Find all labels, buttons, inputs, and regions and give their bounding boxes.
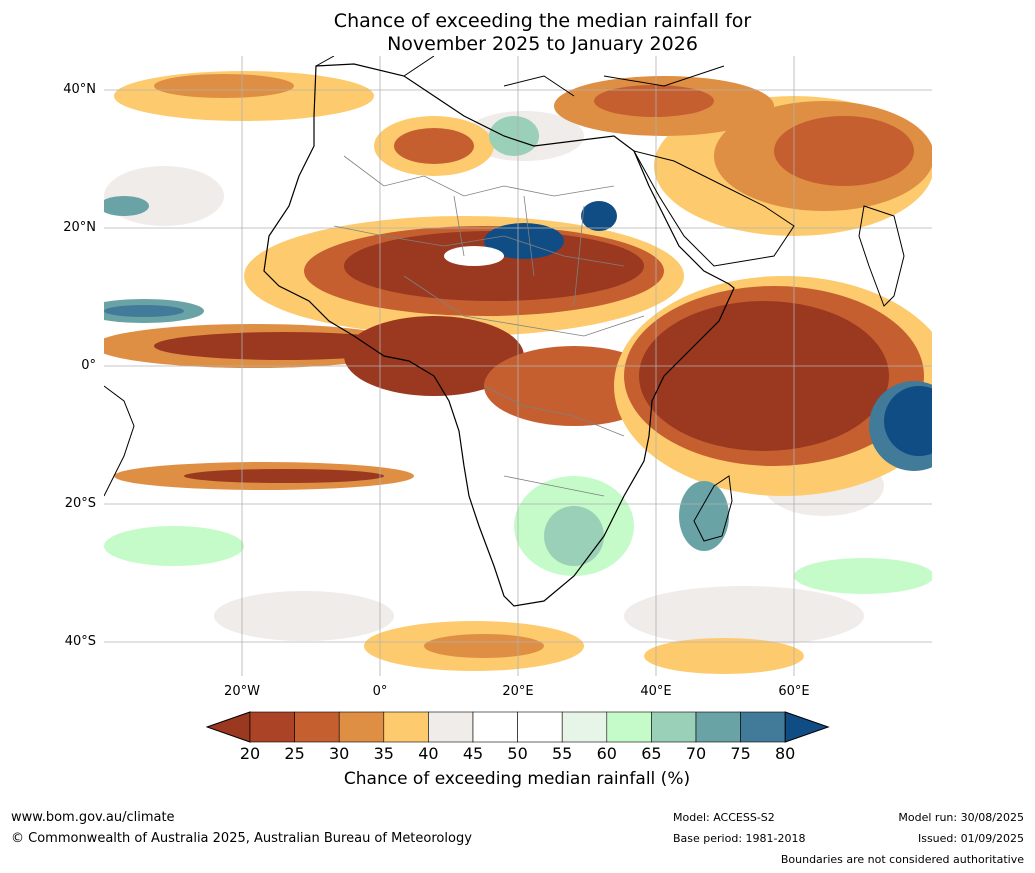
colorbar-legend	[206, 711, 830, 743]
colorbar-tick-label: 50	[507, 744, 528, 763]
footer-disclaimer: Boundaries are not considered authoritat…	[780, 853, 1024, 866]
title-line-2: November 2025 to January 2026	[387, 33, 698, 55]
colorbar-tick-label: 70	[685, 744, 707, 763]
rainfall-map-svg	[104, 56, 932, 676]
lon-label-40e: 40°E	[640, 684, 672, 699]
colorbar-swatch	[383, 711, 429, 743]
colorbar-tick-label: 30	[329, 744, 350, 763]
footer-model-run: Model run: 30/08/2025	[898, 811, 1024, 824]
colorbar-swatch	[249, 711, 295, 743]
colorbar-swatch	[472, 711, 518, 743]
colorbar-swatch	[517, 711, 563, 743]
lat-label-40n: 40°N	[63, 82, 96, 97]
colorbar-extend-low	[206, 711, 251, 743]
colorbar-tick-label: 80	[775, 744, 796, 763]
lat-label-40s: 40°S	[64, 634, 96, 649]
footer-issued: Issued: 01/09/2025	[917, 832, 1024, 845]
footer-website: www.bom.gov.au/climate	[11, 810, 175, 825]
colorbar-tick-label: 45	[462, 744, 484, 763]
lat-label-0: 0°	[81, 358, 96, 373]
title-line-1: Chance of exceeding the median rainfall …	[333, 10, 752, 32]
footer-model: Model: ACCESS-S2	[673, 811, 775, 824]
colorbar-extend-high	[784, 711, 830, 743]
footer-base-period: Base period: 1981-2018	[673, 832, 806, 845]
colorbar-swatch	[606, 711, 652, 743]
colorbar-title: Chance of exceeding median rainfall (%)	[343, 769, 691, 789]
colorbar-tick-label: 35	[373, 744, 394, 763]
colorbar-tick-label: 75	[730, 744, 751, 763]
colorbar-swatch	[428, 711, 474, 743]
lat-label-20n: 20°N	[63, 220, 96, 235]
lon-label-60e: 60°E	[778, 684, 810, 699]
rainfall-map	[104, 56, 932, 676]
map-title: Chance of exceeding the median rainfall …	[0, 10, 1035, 56]
colorbar-swatch	[294, 711, 340, 743]
colorbar-swatch	[561, 711, 608, 743]
footer-copyright: © Commonwealth of Australia 2025, Austra…	[11, 831, 472, 846]
colorbar-swatch	[740, 711, 786, 743]
colorbar-tick-label: 60	[596, 744, 617, 763]
lon-label-20e: 20°E	[502, 684, 534, 699]
colorbar-swatch	[695, 711, 741, 743]
colorbar-tick-label: 20	[239, 744, 261, 763]
colorbar-swatch	[651, 711, 697, 743]
colorbar-tick-label: 40	[418, 744, 439, 763]
colorbar-tick-label: 25	[284, 744, 305, 763]
lon-label-20w: 20°W	[224, 684, 260, 699]
colorbar-swatch	[338, 711, 385, 743]
colorbar-tick-label: 65	[641, 744, 662, 763]
lon-label-0: 0°	[372, 684, 388, 699]
colorbar-tick-label: 55	[552, 744, 573, 763]
lat-label-20s: 20°S	[64, 496, 96, 511]
